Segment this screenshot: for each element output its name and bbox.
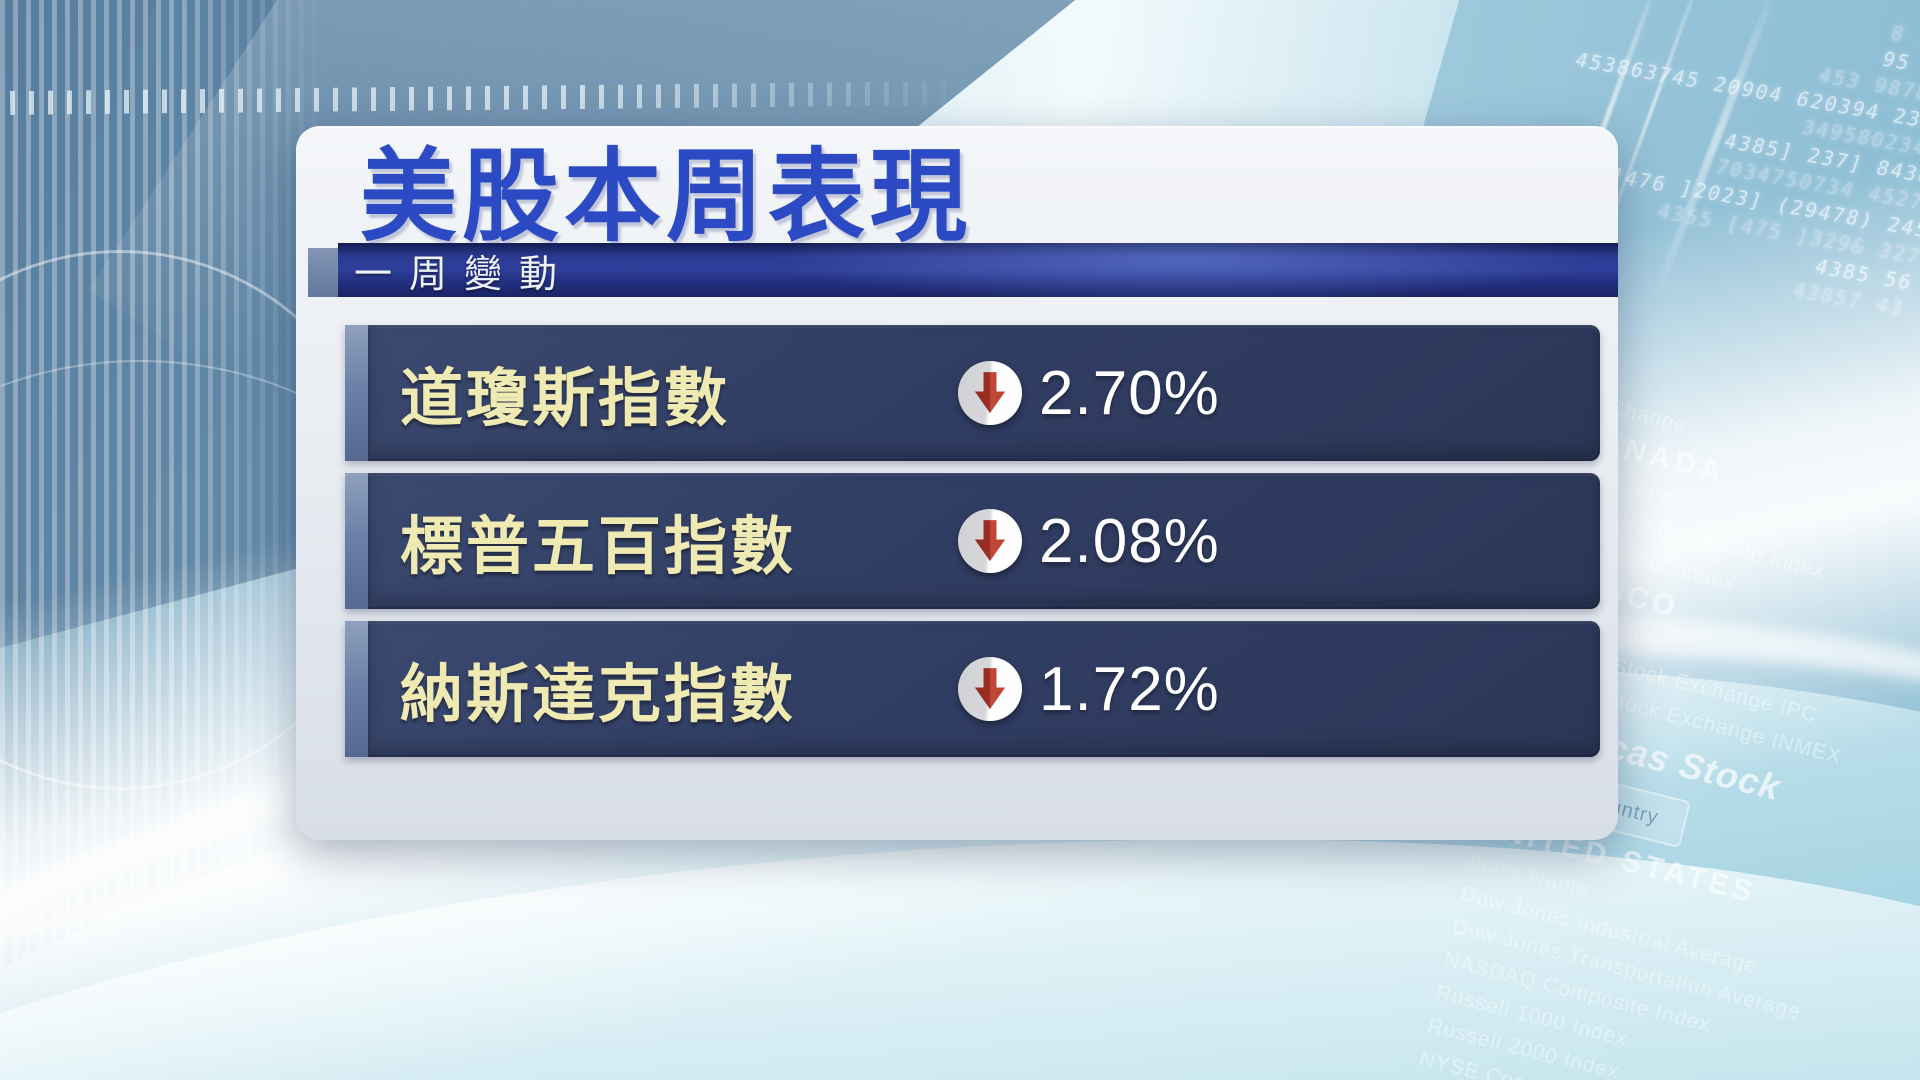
row-accent-strip bbox=[345, 473, 368, 609]
row-body: 標普五百指數 2.08% bbox=[368, 473, 1600, 609]
graphic-panel: 美股本周表現 一周變動 道瓊斯指數 bbox=[296, 126, 1618, 840]
row-accent-strip bbox=[345, 621, 368, 757]
down-arrow-icon bbox=[958, 657, 1022, 721]
index-name: 道瓊斯指數 bbox=[400, 363, 730, 434]
subtitle-label: 一周變動 bbox=[354, 253, 575, 296]
index-name: 標普五百指數 bbox=[400, 511, 796, 582]
subtitle-bar: 一周變動 bbox=[308, 243, 1618, 297]
index-row-dow-jones: 道瓊斯指數 2.70% bbox=[345, 325, 1600, 461]
change-value: 1.72% bbox=[1039, 654, 1220, 724]
change-value: 2.70% bbox=[1039, 358, 1220, 428]
subtitle-bar-cap bbox=[308, 248, 338, 297]
value-group: 1.72% bbox=[958, 621, 1220, 757]
subtitle-bar-body: 一周變動 bbox=[338, 243, 1618, 297]
down-arrow-icon bbox=[958, 361, 1022, 425]
index-row-nasdaq: 納斯達克指數 1.72% bbox=[345, 621, 1600, 757]
down-arrow-icon bbox=[958, 509, 1022, 573]
value-group: 2.08% bbox=[958, 473, 1220, 609]
row-body: 道瓊斯指數 2.70% bbox=[368, 325, 1600, 461]
page-title: 美股本周表現 bbox=[360, 139, 972, 254]
row-accent-strip bbox=[345, 325, 368, 461]
index-name: 納斯達克指數 bbox=[400, 659, 796, 730]
row-body: 納斯達克指數 1.72% bbox=[368, 621, 1600, 757]
change-value: 2.08% bbox=[1039, 506, 1220, 576]
index-row-sp500: 標普五百指數 2.08% bbox=[345, 473, 1600, 609]
value-group: 2.70% bbox=[958, 325, 1220, 461]
